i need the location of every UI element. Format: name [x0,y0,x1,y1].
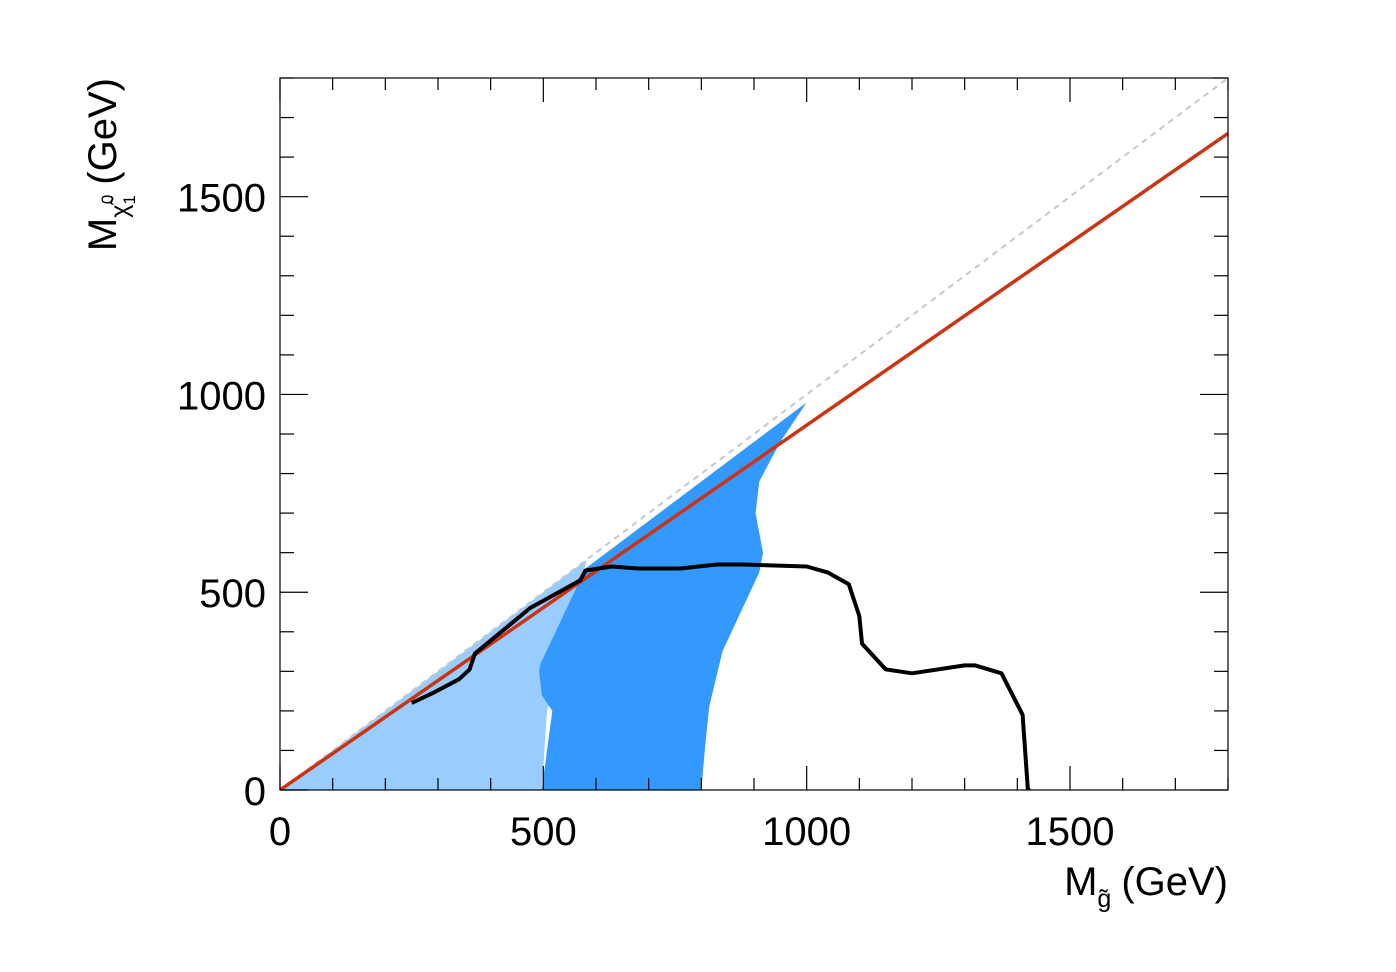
tick-labels: 0 500 1000 1500 0 500 1000 1500 [177,177,1114,854]
black-limit-contour [410,562,1031,790]
y-axis-title-main: M [81,218,125,251]
x-tick-label: 1500 [1026,810,1115,854]
dark-exclusion-region [539,373,835,790]
x-tick-label: 1000 [762,810,851,854]
y-tick-label: 0 [244,770,266,814]
y-tick-label: 1500 [177,177,266,221]
y-tick-label: 1000 [177,374,266,418]
x-tick-label: 500 [510,810,577,854]
x-tick-label: 0 [269,810,291,854]
y-axis-title-unit: (GeV) [81,78,125,185]
y-axis-title: Mχ̃10(GeV) [81,78,139,251]
tick-marks [279,77,1229,791]
x-axis-title: Mg̃ (GeV) [1064,860,1228,913]
x-axis-title-unit: (GeV) [1121,860,1228,904]
x-axis-title-main: M [1064,860,1097,904]
red-limit-line [280,131,1228,790]
y-axis-title-sub-sup: 0 [98,195,117,204]
plot-lines [280,78,1228,790]
kinematic-diagonal-line [280,78,1228,790]
y-axis-title-sub-sub: 1 [120,195,139,204]
x-axis-title-sub: g̃ [1097,885,1111,913]
y-tick-label: 500 [199,572,266,616]
